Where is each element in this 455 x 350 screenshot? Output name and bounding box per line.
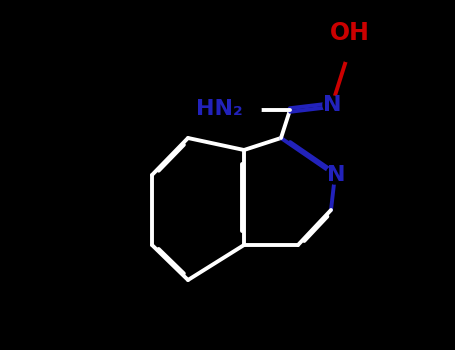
Text: N: N (327, 165, 345, 185)
Circle shape (229, 94, 261, 126)
Circle shape (336, 34, 364, 62)
Circle shape (323, 96, 341, 114)
Text: HN₂: HN₂ (196, 99, 243, 119)
Text: N: N (323, 95, 341, 115)
Circle shape (326, 166, 344, 184)
Text: OH: OH (330, 21, 370, 45)
